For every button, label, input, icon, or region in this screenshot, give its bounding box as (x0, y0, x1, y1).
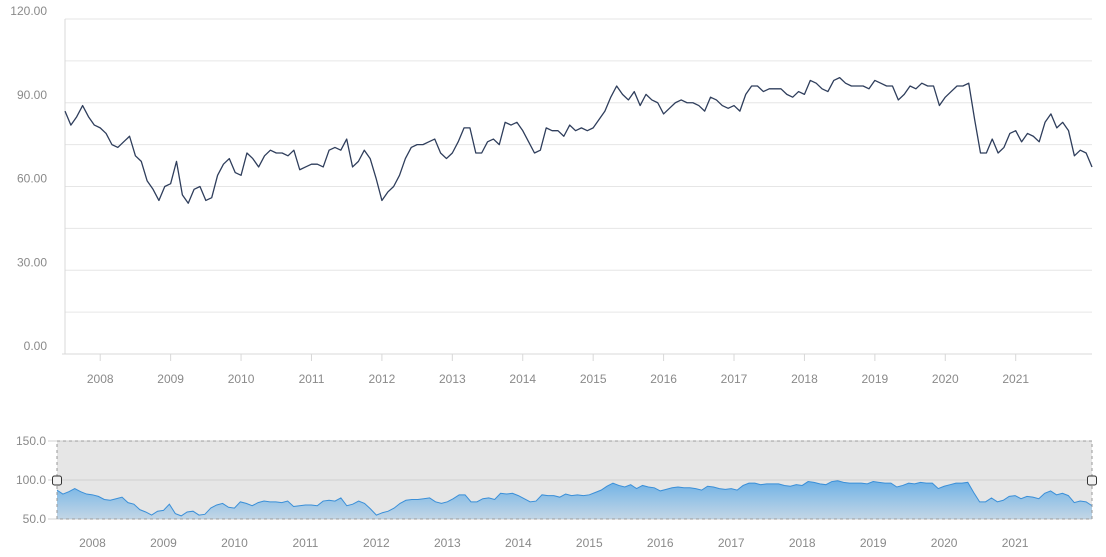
navigator-line (56, 480, 1093, 517)
navigator-x-tick-label: 2021 (1002, 536, 1029, 550)
main-y-ticks: 0.00 30.00 60.00 90.00 120.00 (10, 4, 47, 353)
navigator-x-tick-label: 2009 (150, 536, 177, 550)
navigator-x-tick-label: 2013 (434, 536, 461, 550)
x-tick-label: 2016 (650, 372, 677, 386)
y-tick-label: 30.00 (17, 255, 47, 269)
navigator-series (56, 480, 1093, 519)
x-tick-label: 2019 (862, 372, 889, 386)
navigator-x-tick-label: 2018 (789, 536, 816, 550)
navigator-handles[interactable] (52, 475, 1097, 486)
navigator-x-tick-label: 2008 (79, 536, 106, 550)
navigator-x-tick-label: 2012 (363, 536, 390, 550)
y-tick-label: 0.00 (24, 339, 48, 353)
main-series (64, 76, 1093, 204)
x-tick-label: 2021 (1002, 372, 1029, 386)
navigator-x-tick-label: 2020 (931, 536, 958, 550)
navigator-x-tick-label: 2011 (292, 536, 318, 550)
y-tick-label: 90.00 (17, 88, 47, 102)
x-tick-label: 2020 (932, 372, 959, 386)
x-tick-label: 2010 (228, 372, 255, 386)
x-tick-label: 2009 (157, 372, 184, 386)
y-tick-label: 120.00 (10, 4, 47, 18)
x-tick-label: 2012 (369, 372, 396, 386)
navigator-x-tick-label: 2010 (221, 536, 248, 550)
navigator-x-tick-label: 2019 (860, 536, 887, 550)
navigator-x-tick-label: 2016 (647, 536, 674, 550)
x-tick-label: 2017 (721, 372, 748, 386)
navigator-area (57, 480, 1092, 519)
y-tick-label: 60.00 (17, 172, 47, 186)
navigator-x-tick-label: 2014 (505, 536, 532, 550)
x-tick-label: 2015 (580, 372, 607, 386)
main-grid (65, 18, 1092, 355)
series-line (64, 76, 1093, 204)
navigator-right-handle[interactable] (1087, 475, 1097, 486)
x-tick-label: 2018 (791, 372, 818, 386)
navigator-y-tick-label: 50.0 (23, 512, 47, 526)
x-tick-label: 2008 (87, 372, 114, 386)
navigator-x-ticks: 2008 2009 2010 2011 2012 2013 2014 2015 2016 2017… (79, 536, 1029, 550)
main-axes (62, 19, 1092, 361)
x-tick-label: 2013 (439, 372, 466, 386)
navigator-x-tick-label: 2015 (576, 536, 603, 550)
main-x-ticks: 2008 2009 2010 2011 2012 2013 2014 2015 2016 2017… (87, 372, 1030, 386)
x-tick-label: 2011 (299, 372, 325, 386)
navigator-x-tick-label: 2017 (718, 536, 745, 550)
navigator-y-tick-label: 150.0 (16, 434, 46, 448)
navigator-left-handle[interactable] (52, 475, 62, 486)
x-tick-label: 2014 (509, 372, 536, 386)
navigator-y-tick-label: 100.0 (16, 473, 46, 487)
